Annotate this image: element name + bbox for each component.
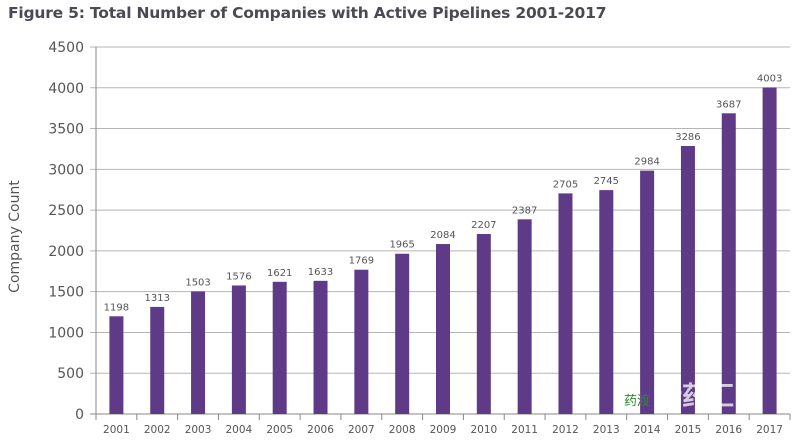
data-label: 2207	[471, 220, 496, 231]
data-label: 3687	[716, 99, 741, 110]
x-tick-label: 2001	[103, 424, 130, 436]
watermark-secondary: 药渡	[624, 393, 650, 409]
y-tick-label: 1500	[48, 285, 84, 301]
bar-2002	[150, 306, 165, 414]
data-label: 1503	[185, 277, 210, 288]
data-label: 2745	[594, 176, 619, 187]
bar-2009	[436, 244, 450, 414]
data-label: 2984	[634, 157, 659, 168]
bar-2013	[599, 190, 614, 414]
bar-2011	[517, 219, 532, 414]
bar-2005	[272, 281, 287, 414]
chart-title: Figure 5: Total Number of Companies with…	[8, 4, 607, 22]
x-tick-label: 2010	[470, 424, 497, 436]
x-tick-label: 2012	[552, 424, 579, 436]
bar-2004	[231, 285, 246, 414]
bar-2003	[191, 291, 206, 414]
bar-2010	[476, 234, 491, 414]
y-tick-label: 3500	[48, 122, 84, 138]
bar-2006	[313, 280, 328, 414]
data-label: 3286	[675, 132, 700, 143]
bar-2016	[721, 113, 736, 415]
y-tick-label: 2500	[48, 203, 84, 219]
y-tick-label: 4500	[48, 40, 84, 56]
x-tick-label: 2005	[266, 424, 293, 436]
data-label: 2387	[512, 205, 537, 216]
x-tick-label: 2003	[185, 424, 212, 436]
bar-2014	[640, 170, 655, 414]
x-tick-label: 2015	[675, 424, 702, 436]
x-tick-label: 2017	[756, 424, 783, 436]
y-tick-label: 2000	[48, 244, 84, 260]
bar-2007	[354, 269, 369, 414]
data-label: 1965	[389, 240, 414, 251]
x-tick-label: 2004	[226, 424, 253, 436]
x-tick-label: 2008	[389, 424, 416, 436]
bar-2012	[558, 193, 573, 414]
x-tick-label: 2006	[307, 424, 334, 436]
data-label: 1313	[145, 293, 170, 304]
x-tick-label: 2007	[348, 424, 375, 436]
watermark: 新药汇	[656, 381, 734, 412]
data-label: 1621	[267, 268, 292, 279]
y-tick-label: 500	[57, 366, 84, 382]
bar-2015	[680, 146, 695, 415]
y-tick-label: 1000	[48, 325, 84, 341]
bar-2017	[762, 87, 777, 414]
x-tick-label: 2016	[715, 424, 742, 436]
y-tick-label: 0	[75, 407, 84, 423]
bar-2008	[395, 253, 410, 414]
data-label: 1633	[308, 267, 333, 278]
x-tick-label: 2013	[593, 424, 620, 436]
y-axis-label: Company Count	[7, 180, 23, 293]
data-label: 4003	[757, 74, 782, 85]
x-tick-label: 2011	[511, 424, 538, 436]
x-tick-label: 2002	[144, 424, 171, 436]
data-label: 1198	[104, 302, 129, 313]
data-label: 2084	[430, 230, 455, 241]
bar-2001	[109, 316, 124, 414]
y-tick-label: 3000	[48, 162, 84, 178]
data-label: 2705	[553, 179, 578, 190]
y-tick-label: 4000	[48, 81, 84, 97]
x-tick-label: 2014	[634, 424, 661, 436]
data-label: 1769	[349, 256, 374, 267]
data-label: 1576	[226, 271, 251, 282]
x-tick-label: 2009	[430, 424, 457, 436]
